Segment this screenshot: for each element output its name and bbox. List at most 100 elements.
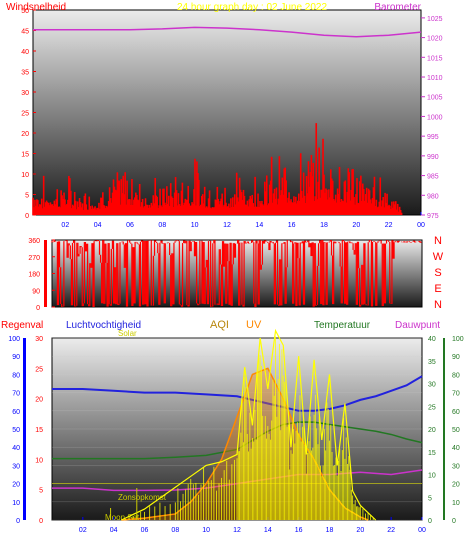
top-x-tick: 02 [61, 222, 69, 229]
temperature-tick: 5 [428, 495, 432, 502]
top-x-tick: 22 [385, 222, 393, 229]
bottom-x-tick: 12 [233, 527, 241, 534]
direction-letter: E [434, 283, 441, 295]
temperature-tick: 0 [428, 518, 432, 525]
top-x-tick: 20 [352, 222, 360, 229]
top-left-tick: 5 [25, 193, 29, 200]
regen-tick: 30 [12, 463, 20, 470]
bottom-x-tick: 10 [202, 527, 210, 534]
humidity-line [52, 375, 423, 412]
top-left-tick: 50 [21, 8, 29, 15]
top-left-tick: 0 [25, 213, 29, 220]
regen-tick: 80 [12, 372, 20, 379]
regen-tick: 100 [8, 336, 20, 343]
bottom-x-tick: 04 [110, 527, 118, 534]
direction-tick: 90 [32, 288, 40, 295]
direction-marks [51, 240, 422, 307]
right-100-tick: 70 [452, 391, 460, 398]
temperature-tick: 20 [428, 427, 436, 434]
regen-tick: 50 [12, 427, 20, 434]
bottom-x-tick: 02 [79, 527, 87, 534]
top-x-tick: 18 [320, 222, 328, 229]
top-x-tick: 08 [158, 222, 166, 229]
regen-tick: 70 [12, 391, 20, 398]
right-100-tick: 100 [452, 336, 464, 343]
top-left-tick: 25 [21, 111, 29, 118]
bottom-x-tick: 16 [295, 527, 303, 534]
top-left-tick: 40 [21, 49, 29, 56]
top-right-tick: 985 [427, 174, 439, 181]
bottom-x-tick: 00 [418, 527, 426, 534]
top-right-tick: 1010 [427, 75, 443, 82]
right-100-tick: 30 [452, 463, 460, 470]
humidity-axis-tick: 20 [35, 397, 43, 404]
direction-letter: N [434, 235, 442, 247]
direction-axis-bar [44, 240, 47, 307]
direction-tick: 270 [28, 255, 40, 262]
top-x-tick: 04 [94, 222, 102, 229]
direction-tick: 180 [28, 272, 40, 279]
regen-tick: 10 [12, 500, 20, 507]
direction-tick: 0 [36, 305, 40, 312]
solar-series [124, 336, 374, 520]
right-100-tick: 60 [452, 409, 460, 416]
regen-tick: 0 [16, 518, 20, 525]
direction-letter: W [433, 251, 444, 263]
top-x-tick: 16 [288, 222, 296, 229]
bottom-x-tick: 08 [171, 527, 179, 534]
top-left-tick: 45 [21, 29, 29, 36]
right-100-tick: 40 [452, 445, 460, 452]
chart-title: 24 hour graph day : 02 June 2022 [177, 2, 328, 13]
solar-line [121, 328, 377, 521]
regen-tick: 90 [12, 354, 20, 361]
right-100-tick: 20 [452, 482, 460, 489]
regen-axis-bar [23, 338, 26, 520]
temp-axis-bar [443, 338, 445, 520]
right-100-tick: 90 [452, 354, 460, 361]
top-x-tick: 06 [126, 222, 134, 229]
top-right-tick: 1015 [427, 55, 443, 62]
bottom-x-tick: 06 [141, 527, 149, 534]
right-100-tick: 80 [452, 372, 460, 379]
top-left-tick: 30 [21, 90, 29, 97]
humidity-label: Luchtvochtigheid [66, 320, 141, 331]
temperature-tick: 10 [428, 473, 436, 480]
top-left-tick: 20 [21, 131, 29, 138]
humidity-axis-tick: 0 [39, 518, 43, 525]
temperature-label: Temperatuur [314, 320, 371, 331]
temperature-tick: 15 [428, 450, 436, 457]
regen-tick: 20 [12, 482, 20, 489]
regen-tick: 40 [12, 445, 20, 452]
temperature-tick: 25 [428, 404, 436, 411]
moonset-label: Moon Set [105, 513, 140, 522]
solar-label: Solar [118, 329, 137, 338]
uv-label: UV [246, 319, 262, 331]
direction-letter: S [434, 267, 441, 279]
temperature-tick: 40 [428, 336, 436, 343]
bottom-x-tick: 14 [264, 527, 272, 534]
humidity-axis-tick: 5 [39, 488, 43, 495]
sunrise-label: Zonsopkomst [118, 493, 167, 502]
humidity-axis-tick: 15 [35, 427, 43, 434]
top-x-tick: 12 [223, 222, 231, 229]
right-100-tick: 0 [452, 518, 456, 525]
dewpoint-label: Dauwpunt [395, 320, 440, 331]
top-right-tick: 995 [427, 134, 439, 141]
regenval-label: Regenval [1, 320, 43, 331]
top-right-label: Barometer [374, 2, 421, 13]
humidity-axis-tick: 25 [35, 366, 43, 373]
top-x-tick: 00 [417, 222, 425, 229]
top-left-tick: 15 [21, 152, 29, 159]
bottom-x-tick: 22 [387, 527, 395, 534]
regen-tick: 60 [12, 409, 20, 416]
right-100-tick: 10 [452, 500, 460, 507]
top-right-tick: 975 [427, 213, 439, 220]
top-x-tick: 10 [191, 222, 199, 229]
temperature-tick: 35 [428, 359, 436, 366]
humidity-axis-tick: 10 [35, 457, 43, 464]
top-right-tick: 990 [427, 154, 439, 161]
direction-letter: N [434, 299, 442, 311]
direction-tick: 360 [28, 238, 40, 245]
humidity-axis-tick: 30 [35, 336, 43, 343]
